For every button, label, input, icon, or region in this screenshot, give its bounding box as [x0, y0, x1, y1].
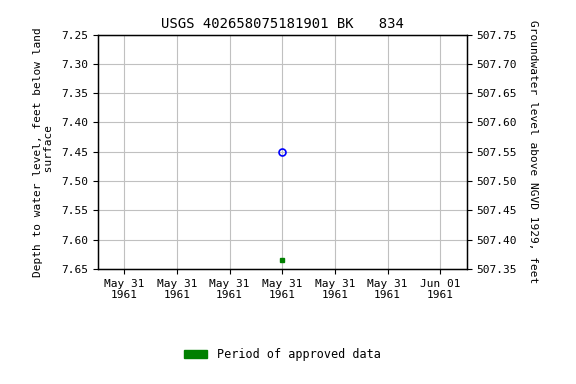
- Y-axis label: Groundwater level above NGVD 1929, feet: Groundwater level above NGVD 1929, feet: [528, 20, 537, 283]
- Legend: Period of approved data: Period of approved data: [179, 344, 385, 366]
- Y-axis label: Depth to water level, feet below land
 surface: Depth to water level, feet below land su…: [33, 27, 54, 276]
- Title: USGS 402658075181901 BK   834: USGS 402658075181901 BK 834: [161, 17, 404, 31]
